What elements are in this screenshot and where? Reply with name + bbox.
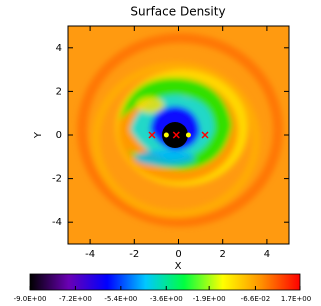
colorbar-tick-label: -7.2E+00	[59, 295, 92, 303]
chart-title: Surface Density	[130, 5, 225, 19]
y-tick-label: 2	[56, 86, 62, 97]
density-image	[68, 26, 289, 244]
colorbar-tick-label: -5.4E+00	[104, 295, 137, 303]
x-tick-label: 2	[220, 249, 226, 260]
colorbar-tick-label: -3.6E+00	[150, 295, 183, 303]
marker-dot	[185, 132, 191, 138]
colorbar-tick-label: -9.0E+00	[14, 295, 47, 303]
y-tick-label: 4	[56, 43, 62, 54]
x-tick-label: -2	[129, 249, 139, 260]
marker-cross	[148, 131, 156, 139]
x-tick-label: -4	[85, 249, 95, 260]
y-tick-label: -2	[52, 174, 62, 185]
x-axis-label: X	[175, 261, 182, 272]
x-tick-label: 4	[264, 249, 270, 260]
marker-dot	[163, 132, 169, 138]
colorbar-tick-label: 1.7E+00	[281, 295, 311, 303]
y-tick-label: 0	[56, 130, 62, 141]
colorbar-tick-label: -1.9E+00	[193, 295, 226, 303]
marker-cross	[201, 131, 209, 139]
marker-cross	[172, 131, 180, 139]
x-tick-label: 0	[175, 249, 181, 260]
y-tick-label: -4	[52, 217, 62, 228]
y-axis-label: Y	[33, 131, 44, 139]
colorbar-tick-label: -6.6E-02	[241, 295, 271, 303]
colorbar	[29, 273, 301, 291]
